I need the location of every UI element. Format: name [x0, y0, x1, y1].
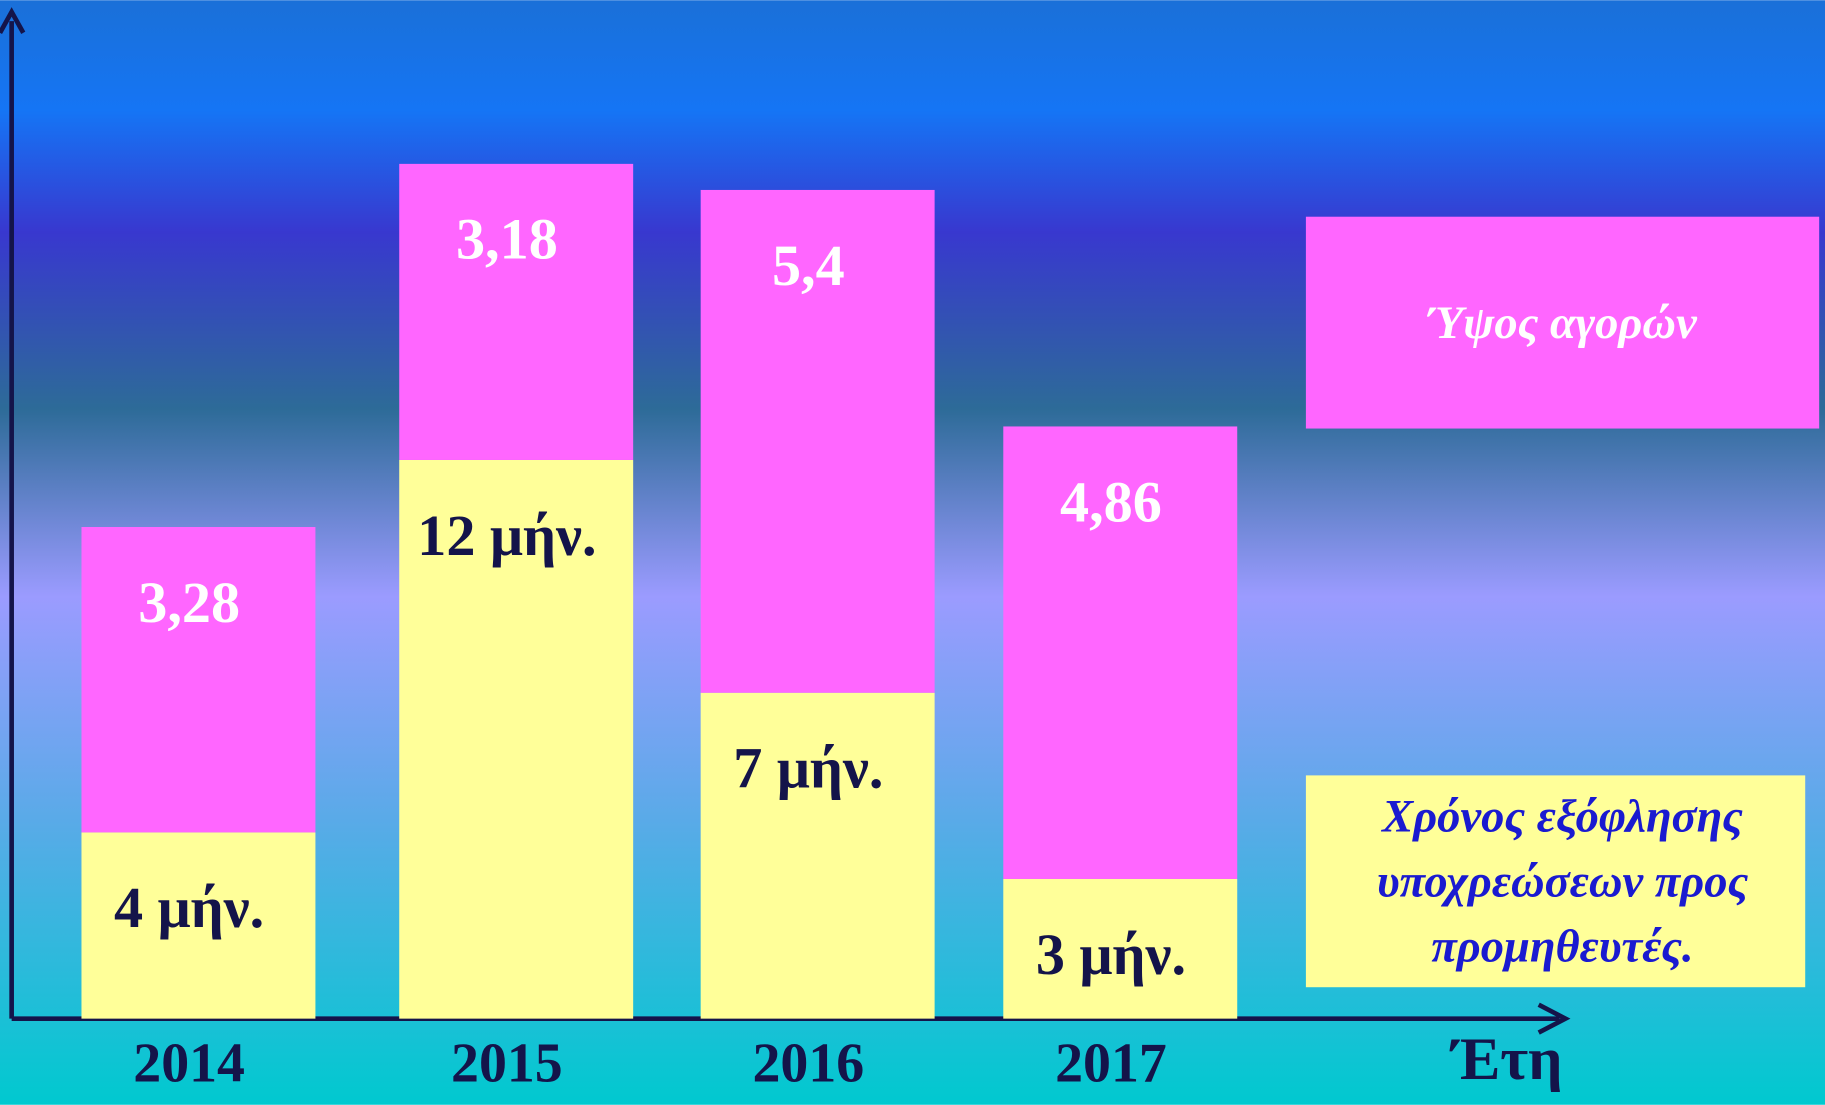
value-label: 12 μήν.	[417, 503, 596, 568]
bar-segment	[700, 189, 935, 693]
value-label: 4,86	[1060, 469, 1162, 534]
x-tick-label: 2017	[1055, 1033, 1167, 1095]
y-axis-arrow	[0, 7, 26, 34]
legend-entry: Ύψος αγορών	[1428, 295, 1697, 349]
value-label: 7 μήν.	[733, 736, 883, 801]
legend-label: Χρόνος εξόφλησης υποχρεώσεων προς προμηθ…	[1376, 789, 1749, 973]
bar-segment	[81, 527, 316, 833]
bar-segment	[81, 832, 316, 1019]
value-label: 4 μήν.	[114, 875, 264, 940]
value-label: 3,18	[456, 207, 558, 272]
bar-segment	[399, 459, 634, 1019]
bar-segment	[399, 163, 634, 460]
x-tick-label: 2015	[451, 1033, 563, 1095]
legend-swatch	[1305, 775, 1806, 988]
bar-segment	[1003, 878, 1238, 1019]
value-label: 3,28	[138, 570, 240, 635]
bar-segment	[1003, 426, 1238, 879]
legend-label: Ύψος αγορών	[1428, 295, 1697, 349]
x-axis-label: Έτη	[1449, 1026, 1563, 1093]
bar-segment	[700, 692, 935, 1019]
x-axis-arrow	[1537, 1002, 1571, 1035]
x-tick-label: 2016	[752, 1033, 864, 1095]
legend-swatch	[1305, 216, 1820, 429]
value-label: 3 μήν.	[1036, 922, 1186, 987]
value-label: 5,4	[772, 233, 845, 298]
x-tick-label: 2014	[133, 1033, 245, 1095]
legend-entry: Χρόνος εξόφλησης υποχρεώσεων προς προμηθ…	[1376, 789, 1749, 973]
